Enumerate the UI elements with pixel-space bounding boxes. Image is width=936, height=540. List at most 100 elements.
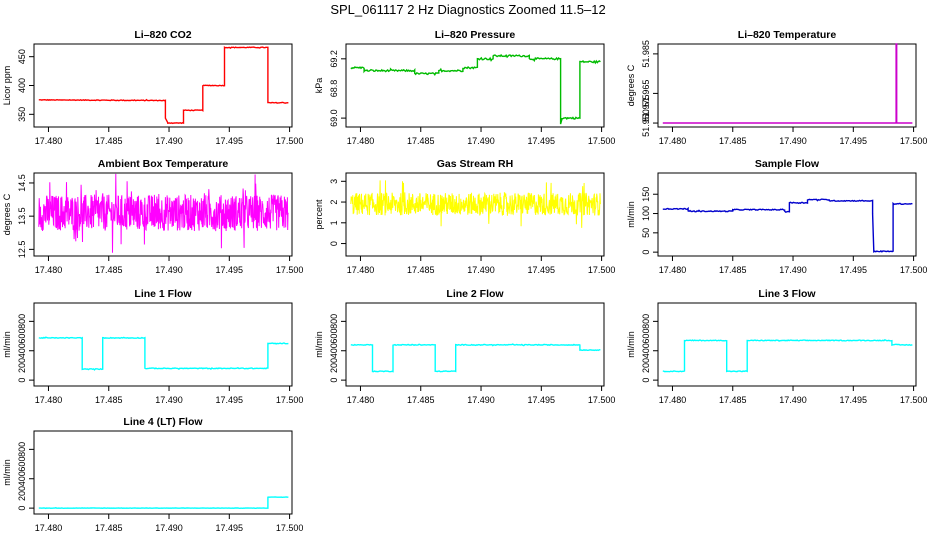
x-tick-label: 17.495 xyxy=(528,395,556,405)
series-line xyxy=(350,343,601,373)
chart-title: Line 4 (LT) Flow xyxy=(123,416,203,428)
y-tick-label: 51.985 xyxy=(641,40,651,68)
y-tick-label: 400 xyxy=(641,343,651,358)
chart-temperature: Li–820 Temperature 17.480 17.485 17.490 17.4… xyxy=(626,29,927,146)
y-axis-label: ml/min xyxy=(626,331,636,358)
x-tick-label: 17.485 xyxy=(407,265,435,275)
y-tick-label: 150 xyxy=(641,187,651,202)
x-tick-label: 17.500 xyxy=(588,395,616,405)
chart-co2: Li–820 CO2 17.480 17.485 17.490 17.495 17.500… xyxy=(2,29,303,146)
x-tick-label: 17.500 xyxy=(900,395,928,405)
y-tick-label: 51.965 xyxy=(641,80,651,108)
y-axis-label: ml/min xyxy=(314,331,324,358)
plot-frame xyxy=(33,302,293,387)
x-tick-label: 17.480 xyxy=(659,136,687,146)
y-tick-label: 14.5 xyxy=(17,174,27,192)
y-tick-label: 800 xyxy=(641,314,651,329)
chart-line4: Line 4 (LT) Flow 17.480 17.485 17.490 17.495… xyxy=(2,416,303,533)
y-axis-label: degrees C xyxy=(2,193,12,235)
y-tick-label: 600 xyxy=(329,329,339,344)
x-tick-label: 17.480 xyxy=(35,395,63,405)
y-tick-label: 69.0 xyxy=(329,109,339,127)
plot-frame xyxy=(657,172,917,257)
series-line xyxy=(38,496,289,510)
chart-line1: Line 1 Flow 17.480 17.485 17.490 17.495 17.50… xyxy=(2,288,303,405)
plot-frame xyxy=(345,172,605,257)
y-tick-label: 100 xyxy=(641,206,651,221)
x-tick-label: 17.480 xyxy=(347,395,375,405)
chart-title: Line 1 Flow xyxy=(134,288,192,300)
x-tick-label: 17.500 xyxy=(588,136,616,146)
chart-title: Li–820 CO2 xyxy=(134,29,191,41)
x-tick-label: 17.495 xyxy=(216,523,244,533)
y-axis-label: ml/min xyxy=(626,201,636,228)
x-tick-label: 17.480 xyxy=(35,265,63,275)
y-tick-label: 200 xyxy=(641,358,651,373)
chart-title: Sample Flow xyxy=(755,158,820,170)
chart-title: Gas Stream RH xyxy=(437,158,513,170)
x-tick-label: 17.485 xyxy=(407,395,435,405)
y-tick-label: 0 xyxy=(641,250,651,255)
x-tick-label: 17.480 xyxy=(347,265,375,275)
chart-rh: Gas Stream RH 17.480 17.485 17.490 17.495 17.… xyxy=(314,158,615,275)
y-tick-label: 0 xyxy=(641,378,651,383)
y-axis-label: percent xyxy=(314,199,324,230)
series-line xyxy=(38,336,289,371)
series-line xyxy=(350,180,601,228)
y-tick-label: 200 xyxy=(17,486,27,501)
x-tick-label: 17.495 xyxy=(216,395,244,405)
y-tick-label: 3 xyxy=(329,179,339,184)
chart-sample: Sample Flow 17.480 17.485 17.490 17.495 17.50… xyxy=(626,158,927,275)
figure-title: SPL_061117 2 Hz Diagnostics Zoomed 11.5–… xyxy=(330,2,606,17)
plot-frame xyxy=(33,43,293,128)
x-tick-label: 17.500 xyxy=(276,265,304,275)
y-tick-label: 800 xyxy=(329,314,339,329)
y-tick-label: 800 xyxy=(17,314,27,329)
y-axis-label: degrees C xyxy=(626,64,636,106)
x-tick-label: 17.480 xyxy=(347,136,375,146)
y-tick-label: 800 xyxy=(17,442,27,457)
x-tick-label: 17.495 xyxy=(840,395,868,405)
y-tick-label: 51.975 xyxy=(641,94,651,122)
y-tick-label: 0 xyxy=(17,506,27,511)
chart-title: Li–820 Pressure xyxy=(435,29,516,41)
y-tick-label: 51.950 xyxy=(641,109,651,137)
x-tick-label: 17.495 xyxy=(528,265,556,275)
x-tick-label: 17.490 xyxy=(155,265,183,275)
plot-frame xyxy=(657,302,917,387)
series-line xyxy=(350,53,601,125)
y-axis-label: ml/min xyxy=(2,459,12,486)
y-tick-label: 50 xyxy=(641,228,651,238)
x-tick-label: 17.490 xyxy=(779,136,807,146)
x-tick-label: 17.500 xyxy=(276,395,304,405)
x-tick-label: 17.495 xyxy=(216,136,244,146)
x-tick-label: 17.485 xyxy=(95,395,123,405)
y-tick-label: 12.5 xyxy=(17,241,27,259)
chart-line2: Line 2 Flow 17.480 17.485 17.490 17.495 17.50… xyxy=(314,288,615,405)
y-tick-label: 400 xyxy=(17,78,27,93)
series-line xyxy=(662,43,913,124)
y-tick-label: 13.5 xyxy=(17,207,27,225)
y-tick-label: 0 xyxy=(17,378,27,383)
y-tick-label: 200 xyxy=(329,358,339,373)
y-tick-label: 600 xyxy=(641,329,651,344)
x-tick-label: 17.480 xyxy=(659,395,687,405)
x-tick-label: 17.495 xyxy=(528,136,556,146)
x-tick-label: 17.480 xyxy=(659,265,687,275)
x-tick-label: 17.500 xyxy=(900,136,928,146)
x-tick-label: 17.500 xyxy=(276,523,304,533)
y-tick-label: 400 xyxy=(17,343,27,358)
series-line xyxy=(38,46,289,125)
plot-frame xyxy=(345,43,605,128)
x-tick-label: 17.480 xyxy=(35,523,63,533)
x-tick-label: 17.490 xyxy=(155,523,183,533)
x-tick-label: 17.500 xyxy=(900,265,928,275)
x-tick-label: 17.495 xyxy=(840,136,868,146)
x-tick-label: 17.485 xyxy=(719,395,747,405)
y-tick-label: 600 xyxy=(17,329,27,344)
chart-title: Ambient Box Temperature xyxy=(98,158,229,170)
y-tick-label: 2 xyxy=(329,200,339,205)
x-tick-label: 17.490 xyxy=(467,136,495,146)
y-tick-label: 0 xyxy=(329,241,339,246)
